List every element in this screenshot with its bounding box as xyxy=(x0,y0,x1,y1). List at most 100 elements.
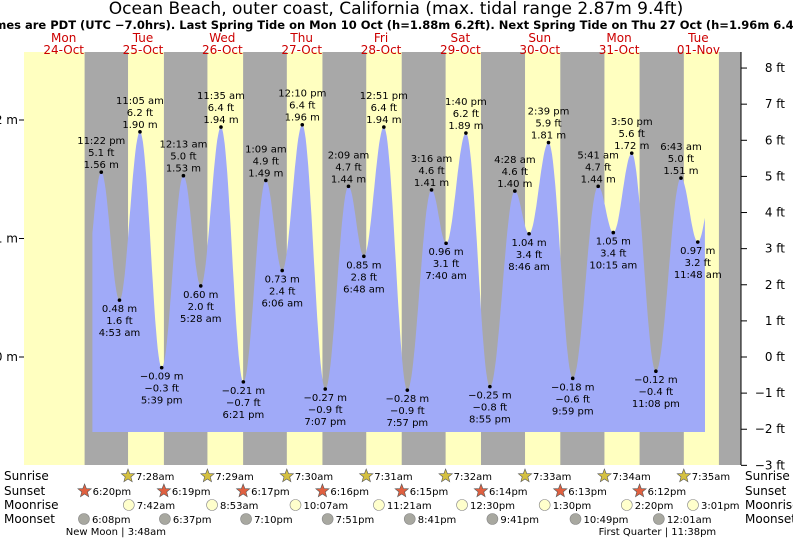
tide-point xyxy=(679,176,683,180)
tide-height-m: 0.96 m xyxy=(428,247,463,258)
tide-point xyxy=(99,170,104,174)
moonset-time: 8:41pm xyxy=(418,515,457,526)
tide-point xyxy=(264,178,268,183)
y-axis-meters: 2 m 1 m 0 m xyxy=(0,113,24,364)
tide-height-ft: 4.6 ft xyxy=(418,166,444,177)
tide-label-high: 2:09 am4.7 ft1.44 m xyxy=(328,150,370,185)
tick-label-m: 2 m xyxy=(0,113,18,127)
tide-height-ft: 5.0 ft xyxy=(170,152,196,163)
tide-label-high: 11:22 pm5.1 ft1.56 m xyxy=(77,136,125,171)
row-label-right: Moonrise xyxy=(745,498,793,512)
moonset-icon xyxy=(321,513,334,525)
tide-height-ft: 4.6 ft xyxy=(502,167,528,178)
tide-height-m: −0.12 m xyxy=(634,375,678,386)
sunset-time: 6:20pm xyxy=(93,487,132,498)
tide-point xyxy=(654,369,658,374)
day-name: Thu xyxy=(289,31,313,45)
tide-height-ft: 2.0 ft xyxy=(188,302,214,313)
tide-height-m: 0.73 m xyxy=(265,274,300,285)
sunrise-icon xyxy=(438,468,454,483)
sunset-icon xyxy=(314,483,330,498)
tide-point xyxy=(198,284,203,288)
day-date: 27-Oct xyxy=(281,43,322,57)
sunrise-time: 7:28am xyxy=(136,472,174,483)
tick-label-ft: 1 ft xyxy=(765,314,785,328)
tide-label-high: 11:05 am6.2 ft1.90 m xyxy=(116,96,164,131)
moon-phase-label: First Quarter | 11:38pm xyxy=(599,527,717,538)
row-label-right: Sunrise xyxy=(745,469,790,483)
tide-labels: 11:22 pm5.1 ft1.56 m 0.48 m1.6 ft4:53 am 1… xyxy=(77,89,721,429)
tide-label-high: 2:39 pm5.9 ft1.81 m xyxy=(528,107,570,142)
moonset-time: 7:10pm xyxy=(254,515,293,526)
tide-label-low: −0.09 m−0.3 ft5:39 pm xyxy=(140,372,184,407)
day-date: 28-Oct xyxy=(361,43,402,57)
y-axis-feet: 8 ft 7 ft 6 ft 5 ft 4 ft 3 ft 2 ft 1 ft 0 ft −1 f… xyxy=(740,52,785,472)
tide-point xyxy=(117,298,122,302)
sunset-time: 6:12pm xyxy=(648,487,687,498)
tide-time: 5:41 am xyxy=(577,150,619,161)
tide-height-m: 0.48 m xyxy=(102,304,137,315)
chart-title: Ocean Beach, outer coast, California (ma… xyxy=(109,0,683,19)
tide-point xyxy=(629,151,634,155)
tide-time: 5:39 pm xyxy=(141,396,183,407)
sunset-icon xyxy=(394,483,410,498)
tick-label-ft: 8 ft xyxy=(765,61,785,75)
row-label-left: Moonrise xyxy=(4,498,59,512)
tide-label-high: 3:16 am4.6 ft1.41 m xyxy=(411,154,453,189)
tide-point xyxy=(513,189,517,193)
tide-label-high: 3:50 pm5.6 ft1.72 m xyxy=(611,117,653,152)
tide-time: 8:46 am xyxy=(508,262,550,273)
tide-height-ft: 5.6 ft xyxy=(619,129,645,140)
sunset-time: 6:16pm xyxy=(330,487,369,498)
moonrise-time: 12:30pm xyxy=(470,501,515,512)
tide-label-low: 0.96 m3.1 ft7:40 am xyxy=(425,247,467,282)
tide-time: 12:10 pm xyxy=(278,89,326,100)
tide-time: 7:07 pm xyxy=(304,417,346,428)
tide-height-m: 1.05 m xyxy=(596,237,631,248)
sunrise-icon xyxy=(358,468,374,483)
sunset-time: 6:15pm xyxy=(410,487,449,498)
tide-height-m: −0.21 m xyxy=(222,386,266,397)
moonset-time: 12:01am xyxy=(667,515,712,526)
sun-moon-events: Sunrise Sunrise 7:28am 7:29am 7:30am 7:31am 7:… xyxy=(4,468,793,538)
day-name: Sun xyxy=(528,31,551,45)
tide-label-low: 0.48 m1.6 ft4:53 am xyxy=(99,304,141,339)
sunset-icon xyxy=(552,483,568,498)
row-label-right: Moonset xyxy=(745,512,793,526)
moonset-icon xyxy=(159,513,171,525)
tide-point xyxy=(181,173,186,178)
tide-point xyxy=(159,365,164,370)
tide-height-ft: 5.1 ft xyxy=(88,148,114,159)
sunset-time: 6:13pm xyxy=(568,487,607,498)
moonrise-icon xyxy=(620,499,633,511)
moonrise-time: 1:30pm xyxy=(553,501,592,512)
sunset-icon xyxy=(156,483,172,498)
moonrise-time: 2:20pm xyxy=(635,501,674,512)
tide-time: 5:28 am xyxy=(180,314,222,325)
row-label-left: Sunset xyxy=(4,484,45,498)
moonset-time: 6:08pm xyxy=(92,515,131,526)
tide-height-m: 1.90 m xyxy=(122,120,157,131)
tick-label-ft: 6 ft xyxy=(765,133,785,147)
sunset-icon xyxy=(235,483,251,498)
day-labels: Mon24-OctTue25-OctWed26-OctThu27-OctFri2… xyxy=(43,31,720,57)
tide-point xyxy=(346,184,351,189)
tide-height-m: 1.53 m xyxy=(166,164,201,175)
tide-height-m: −0.27 m xyxy=(303,393,347,404)
tide-height-m: 1.44 m xyxy=(581,174,616,185)
sunset-time: 6:17pm xyxy=(251,487,290,498)
sunrise-time: 7:33am xyxy=(533,472,571,483)
sunrise-time: 7:31am xyxy=(374,472,412,483)
tide-time: 7:40 am xyxy=(425,271,467,282)
tide-height-m: −0.25 m xyxy=(468,391,512,402)
sunrise-icon xyxy=(199,468,215,483)
tide-height-ft: −0.9 ft xyxy=(390,406,425,417)
tide-height-ft: −0.6 ft xyxy=(555,394,590,405)
tide-time: 1:09 am xyxy=(245,144,287,155)
tide-height-ft: 6.2 ft xyxy=(453,109,479,120)
tide-height-ft: 6.4 ft xyxy=(371,103,397,114)
tick-label-ft: 7 ft xyxy=(765,97,785,111)
day-date: 01-Nov xyxy=(677,43,720,57)
moonrise-icon xyxy=(456,499,468,511)
day-name: Mon xyxy=(51,31,76,45)
